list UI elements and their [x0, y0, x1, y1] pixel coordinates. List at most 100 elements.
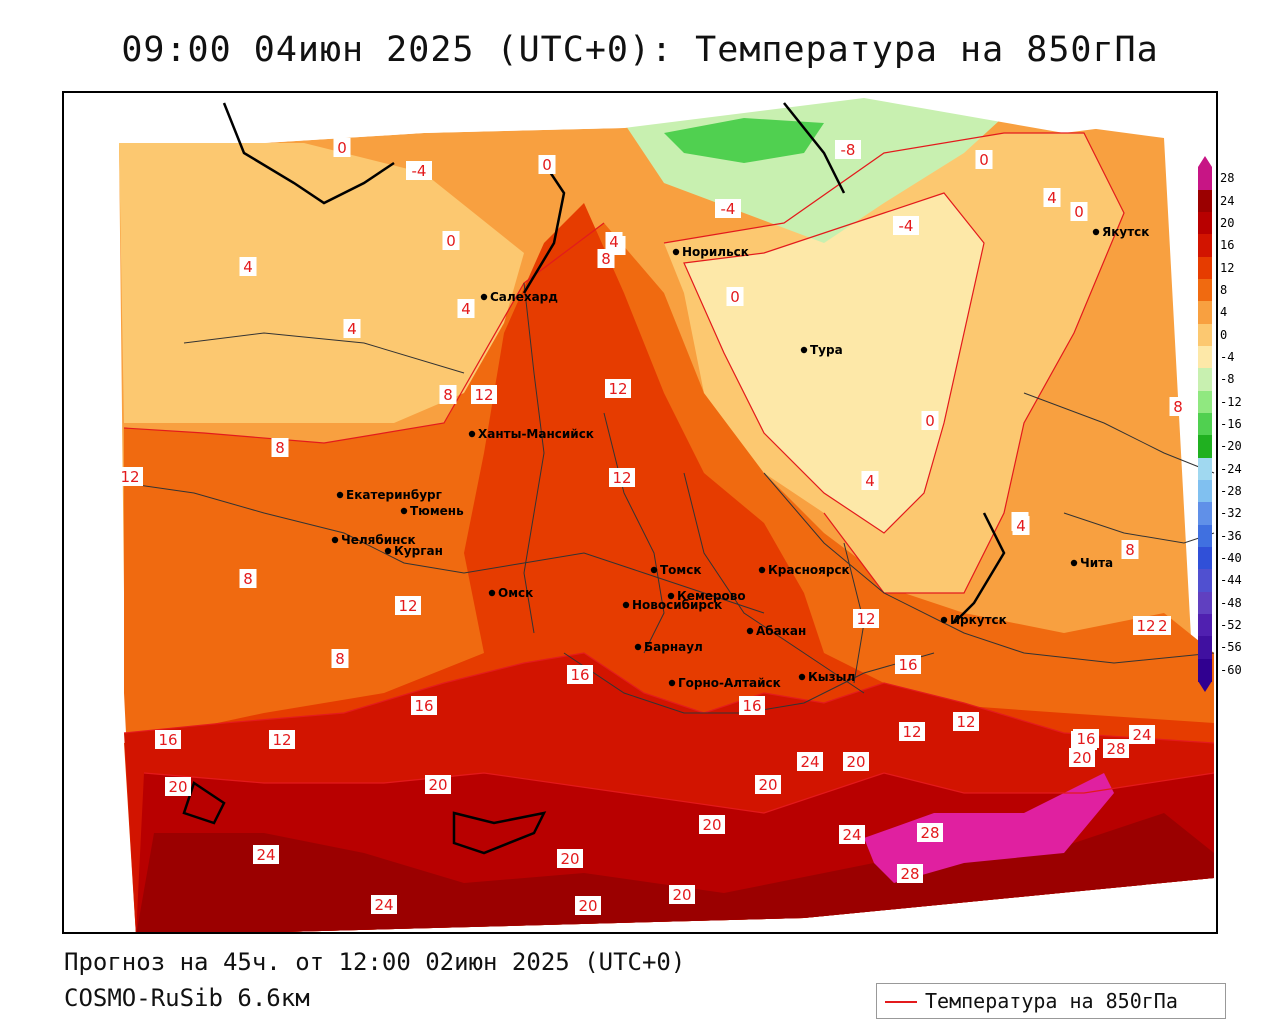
contour-label-value: 0	[337, 139, 347, 157]
color-scale-tick: -48	[1220, 595, 1242, 610]
contour-label-box	[861, 471, 879, 490]
contour-label-box	[411, 696, 437, 715]
contour-label: 12	[395, 596, 421, 615]
city-marker	[488, 589, 496, 597]
color-scale-tick: -40	[1220, 551, 1242, 565]
contour-label-box	[239, 257, 257, 276]
contour-label-box	[853, 609, 879, 628]
contour-label-value: 16	[898, 656, 917, 674]
contour-label: 0	[333, 138, 351, 157]
color-scale-tick: -36	[1220, 528, 1242, 543]
contour-label-value: 8	[275, 439, 285, 457]
temperature-zone-0	[684, 193, 984, 533]
contour-label-box	[917, 823, 943, 842]
contour-label: 24	[371, 895, 397, 914]
contour-label-value: 20	[428, 776, 447, 794]
color-scale-tick: 20	[1220, 216, 1235, 230]
color-scale-tick: 12	[1220, 260, 1235, 275]
contour-label-box	[895, 655, 921, 674]
color-scale-tick: -8	[1220, 372, 1235, 387]
color-scale-segment	[1198, 591, 1212, 615]
city-marker	[1070, 559, 1078, 567]
city-label: Омск	[498, 586, 533, 600]
map-legend: Температура на 850гПа	[876, 983, 1226, 1019]
contour-label-value: 4	[1047, 189, 1057, 207]
contour-label: 20	[575, 896, 601, 915]
contour-label: 8	[331, 649, 349, 668]
city-marker	[672, 248, 680, 256]
city-marker	[746, 627, 754, 635]
city-label: Томск	[660, 563, 702, 577]
city-label: Горно-Алтайск	[678, 676, 781, 690]
contour-label-value: -4	[412, 162, 427, 180]
city-label: Новосибирск	[632, 598, 722, 612]
city-marker	[800, 346, 808, 354]
contour-label: 0	[1070, 202, 1088, 221]
contour-label: 24	[1129, 725, 1155, 744]
contour-label-box	[439, 385, 457, 404]
contour-label: 4	[239, 257, 257, 276]
city-label: Иркутск	[950, 613, 1007, 627]
city-marker	[650, 566, 658, 574]
contour-label-value: 12	[474, 386, 493, 404]
contour-label: 4	[1012, 516, 1030, 535]
contour-label: 12	[471, 385, 497, 404]
contour-label-box	[797, 752, 823, 771]
color-scale-tick: 28	[1220, 171, 1235, 186]
color-scale-tick: 24	[1220, 193, 1235, 208]
color-scale-segment	[1198, 278, 1212, 303]
city-label: Красноярск	[768, 563, 850, 577]
city-marker	[400, 507, 408, 515]
contour-label: 16	[895, 655, 921, 674]
contour-label-value: 12	[856, 610, 875, 628]
contour-label-value: 12	[612, 469, 631, 487]
color-scale-segment	[1198, 323, 1212, 347]
contour-label-box	[1103, 739, 1129, 758]
contour-label: 20	[843, 752, 869, 771]
contour-label-box	[538, 155, 556, 174]
contour-label-value: 28	[920, 824, 939, 842]
contour-label-value: 16	[414, 697, 433, 715]
contour-label-value: 8	[601, 250, 611, 268]
contour-label: 8	[439, 385, 457, 404]
contour-label-box	[597, 249, 615, 268]
city-label: Тура	[810, 343, 843, 357]
contour-label-box	[609, 468, 635, 487]
arctic-ocean	[64, 93, 1216, 143]
contour-label-value: 28	[1106, 740, 1125, 758]
contour-label-box	[253, 845, 279, 864]
contour-label: 20	[425, 775, 451, 794]
contour-label: 16	[1073, 729, 1099, 748]
contour-label: 28	[1103, 739, 1129, 758]
color-scale-segment	[1198, 569, 1212, 593]
color-scale-tick: -4	[1220, 350, 1235, 364]
contour-label-value: 20	[1072, 749, 1091, 767]
coastlines	[182, 102, 1006, 855]
contour-label-value: 12	[956, 713, 975, 731]
contour-label-value: 24	[374, 896, 393, 914]
city-label: Чита	[1080, 556, 1113, 570]
contour-label-box	[669, 885, 695, 904]
contour-label-box	[406, 161, 432, 180]
contour-label-box	[897, 864, 923, 883]
color-scale-segment	[1198, 234, 1212, 258]
color-scale-arrow-top	[1198, 156, 1212, 167]
contour-label-value: 0	[1074, 203, 1084, 221]
contour-label-value: 12	[608, 380, 627, 398]
contour-label-box	[269, 730, 295, 749]
color-scale-segment	[1198, 658, 1212, 682]
contour-label-box	[755, 775, 781, 794]
contour-label: 12	[953, 712, 979, 731]
contour-label-box	[605, 379, 631, 398]
contour-label-value: 8	[335, 650, 345, 668]
city-marker	[758, 566, 766, 574]
temperature-zone-minus8	[664, 118, 824, 163]
contour-label-box	[1069, 748, 1095, 767]
contour-label-value: 4	[609, 233, 619, 251]
contour-label-box	[1129, 725, 1155, 744]
contour-label: 12	[899, 722, 925, 741]
contour-label: 24	[253, 845, 279, 864]
contour-label: 0	[442, 231, 460, 250]
temperature-map: Салехард Норильск Якутск Тура Ханты-Мансийск…	[62, 91, 1218, 934]
contour-label: 20	[669, 885, 695, 904]
